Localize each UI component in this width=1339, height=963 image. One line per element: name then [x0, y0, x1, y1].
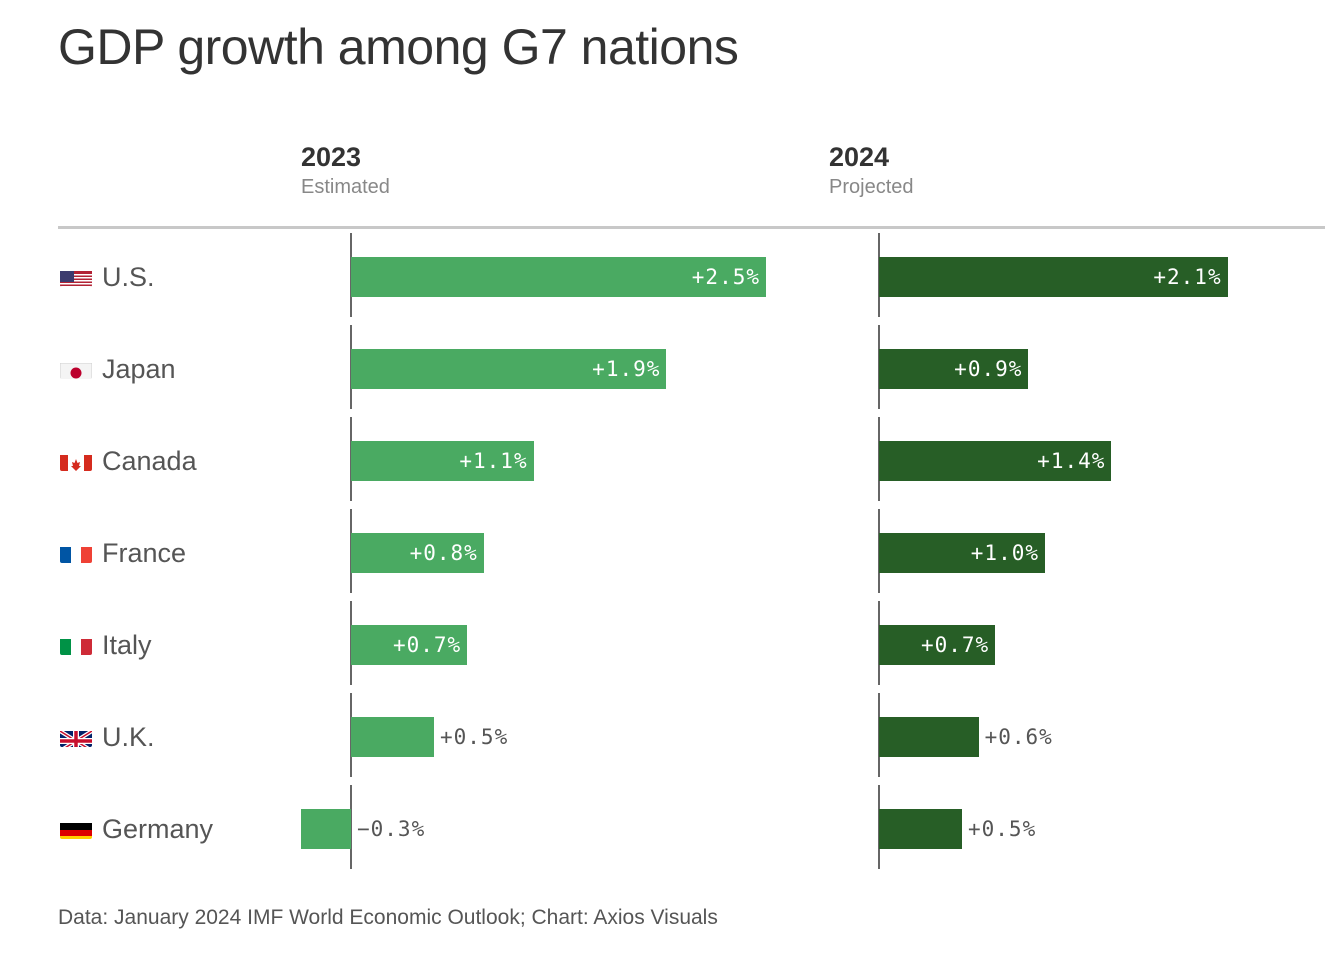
- country-name: Canada: [102, 445, 197, 476]
- row-label-japan: Japan: [60, 349, 176, 389]
- canada-flag-icon: [60, 451, 92, 471]
- value-label-2024-canada: +1.4%: [1037, 449, 1106, 473]
- us-flag-icon: [60, 267, 92, 287]
- bar-2023-u-s: [351, 257, 766, 297]
- row-label-u-s: U.S.: [60, 257, 155, 297]
- value-label-2024-germany: +0.5%: [968, 817, 1037, 841]
- bar-2024-canada: [879, 441, 1112, 481]
- column-header-2024: 2024: [829, 142, 890, 172]
- uk-flag-icon: [60, 727, 92, 747]
- country-name: Japan: [102, 353, 176, 384]
- value-label-2023-germany: −0.3%: [357, 817, 426, 841]
- chart-title: GDP growth among G7 nations: [58, 19, 739, 75]
- zero-axis-2023-germany: [350, 785, 352, 869]
- bar-2023-canada: [351, 441, 534, 481]
- bar-2024-germany: [879, 809, 962, 849]
- row-label-u-k: U.K.: [60, 717, 155, 757]
- column-subtitle-2024: Projected: [829, 176, 914, 198]
- bar-2023-france: [351, 533, 484, 573]
- france-flag-icon: [60, 543, 92, 563]
- bar-2024-u-s: [879, 257, 1228, 297]
- bar-2024-japan: [879, 349, 1029, 389]
- japan-flag-icon: [60, 359, 92, 379]
- row-label-germany: Germany: [60, 809, 213, 849]
- country-name: U.K.: [102, 721, 155, 752]
- country-name: Italy: [102, 629, 152, 660]
- value-label-2023-italy: +0.7%: [392, 633, 462, 657]
- country-name: U.S.: [102, 261, 155, 292]
- value-label-2023-japan: +1.9%: [592, 357, 661, 381]
- row-label-france: France: [60, 533, 186, 573]
- value-label-2023-u-k: +0.5%: [440, 725, 509, 749]
- value-label-2023-france: +0.8%: [409, 541, 478, 565]
- bar-2024-france: [879, 533, 1045, 573]
- value-label-2023-u-s: +2.5%: [691, 265, 760, 289]
- column-subtitle-2023: Estimated: [301, 176, 390, 198]
- country-name: Germany: [102, 813, 214, 844]
- bar-2024-italy: [879, 625, 996, 665]
- germany-flag-icon: [60, 819, 92, 839]
- bar-2023-u-k: [351, 717, 434, 757]
- italy-flag-icon: [60, 635, 92, 655]
- value-label-2024-u-k: +0.6%: [984, 725, 1053, 749]
- country-name: France: [102, 537, 187, 568]
- row-label-italy: Italy: [60, 625, 152, 665]
- bar-2023-japan: [351, 349, 667, 389]
- source-footer: Data: January 2024 IMF World Economic Ou…: [58, 906, 718, 929]
- value-label-2024-japan: +0.9%: [954, 357, 1023, 381]
- value-label-2024-italy: +0.7%: [920, 633, 990, 657]
- column-header-2023: 2023: [301, 142, 362, 172]
- value-label-2023-canada: +1.1%: [459, 449, 528, 473]
- bar-2024-u-k: [879, 717, 979, 757]
- value-label-2024-u-s: +2.1%: [1153, 265, 1222, 289]
- value-label-2024-france: +1.0%: [970, 541, 1039, 565]
- bar-2023-germany: [301, 809, 351, 849]
- bar-2023-italy: [351, 625, 468, 665]
- row-label-canada: Canada: [60, 441, 197, 481]
- header-divider: [58, 226, 1325, 229]
